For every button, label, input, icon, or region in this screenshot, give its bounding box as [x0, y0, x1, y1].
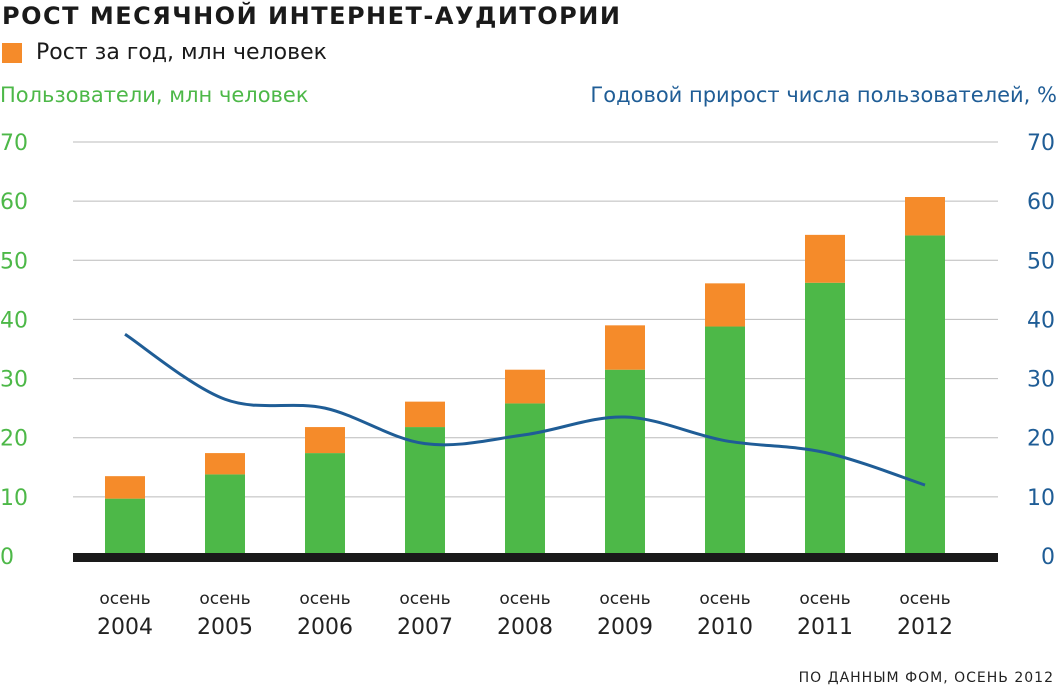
- bar-growth: [805, 234, 845, 283]
- bar-growth: [505, 369, 545, 404]
- x-tick-label-season: осень: [499, 589, 550, 609]
- left-axis-ticks: 0 10 20 30 40 50 60 70: [0, 131, 28, 570]
- left-tick-label: 60: [0, 190, 28, 215]
- right-tick-label: 10: [1027, 486, 1055, 511]
- bar-users: [605, 369, 645, 556]
- bar-users: [905, 235, 945, 556]
- left-axis-title: Пользователи, млн человек: [0, 83, 309, 107]
- right-tick-label: 0: [1041, 545, 1055, 570]
- x-tick-label-year: 2009: [597, 615, 653, 640]
- x-tick-label-season: осень: [599, 589, 650, 609]
- x-tick-label-year: 2005: [197, 615, 253, 640]
- left-tick-label: 70: [0, 131, 28, 156]
- left-tick-label: 30: [0, 368, 28, 393]
- x-tick-label-year: 2008: [497, 615, 553, 640]
- x-tick-label-year: 2004: [97, 615, 153, 640]
- left-tick-label: 50: [0, 249, 28, 274]
- left-tick-label: 40: [0, 308, 28, 333]
- left-tick-label: 20: [0, 427, 28, 452]
- right-axis-title: Годовой прирост числа пользователей, %: [590, 83, 1057, 107]
- bar-users: [205, 474, 245, 556]
- x-tick-label-year: 2006: [297, 615, 353, 640]
- x-tick-label-season: осень: [99, 589, 150, 609]
- left-tick-label: 10: [0, 486, 28, 511]
- bar-growth: [905, 197, 945, 236]
- x-axis-labels: осень 2004 осень 2005 осень 2006 осень 2007 осен…: [97, 589, 953, 640]
- right-tick-label: 60: [1027, 190, 1055, 215]
- bar-users: [505, 403, 545, 556]
- bar-users: [405, 427, 445, 556]
- right-axis-ticks: 0 10 20 30 40 50 60 70: [1027, 131, 1055, 570]
- bar-growth: [205, 453, 245, 475]
- right-tick-label: 70: [1027, 131, 1055, 156]
- growth-rate-line: [124, 332, 926, 487]
- x-tick-label-season: осень: [899, 589, 950, 609]
- x-tick-label-season: осень: [199, 589, 250, 609]
- bar-growth: [405, 401, 445, 428]
- legend: Рост за год, млн человек: [2, 40, 327, 65]
- legend-swatch-growth: [2, 42, 22, 63]
- x-tick-label-year: 2011: [797, 615, 853, 640]
- left-tick-label: 0: [0, 545, 14, 570]
- x-tick-label-year: 2010: [697, 615, 753, 640]
- right-tick-label: 50: [1027, 249, 1055, 274]
- bar-users: [105, 498, 145, 556]
- x-tick-label-season: осень: [299, 589, 350, 609]
- x-tick-label-year: 2007: [397, 615, 453, 640]
- bar-users: [805, 282, 845, 556]
- right-tick-label: 30: [1027, 368, 1055, 393]
- legend-label-growth: Рост за год, млн человек: [36, 40, 327, 65]
- bar-growth: [705, 283, 745, 327]
- bar-growth: [305, 427, 345, 454]
- baseline: [73, 553, 998, 562]
- right-tick-label: 40: [1027, 308, 1055, 333]
- bar-growth: [605, 325, 645, 370]
- right-tick-label: 20: [1027, 427, 1055, 452]
- x-tick-label-season: осень: [399, 589, 450, 609]
- x-tick-label-season: осень: [699, 589, 750, 609]
- x-tick-label-year: 2012: [897, 615, 953, 640]
- chart-title: РОСТ МЕСЯЧНОЙ ИНТЕРНЕТ-АУДИТОРИИ: [2, 2, 622, 30]
- bars: [105, 197, 945, 556]
- source-note: ПО ДАННЫМ ФОМ, ОСЕНЬ 2012: [798, 670, 1054, 686]
- x-tick-label-season: осень: [799, 589, 850, 609]
- bar-users: [305, 453, 345, 556]
- bar-growth: [105, 476, 145, 499]
